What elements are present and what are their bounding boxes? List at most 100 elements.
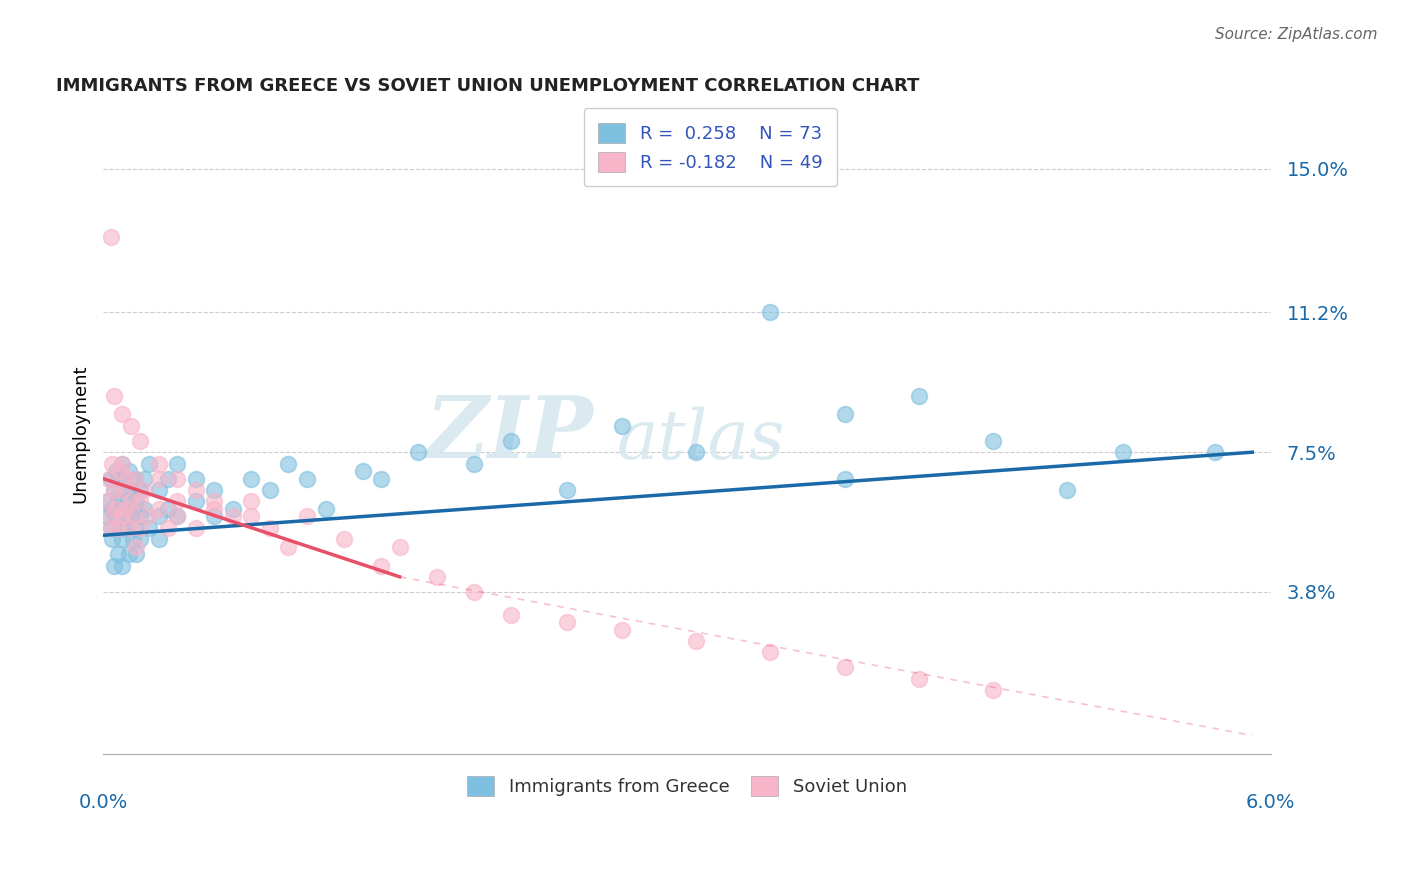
Point xyxy=(685,634,707,648)
Point xyxy=(1204,445,1226,459)
Point xyxy=(100,472,122,486)
Point xyxy=(202,501,225,516)
Point xyxy=(685,445,707,459)
Text: 0.0%: 0.0% xyxy=(79,793,128,812)
Point xyxy=(834,472,856,486)
Point xyxy=(463,457,485,471)
Point xyxy=(129,532,152,546)
Point xyxy=(97,472,120,486)
Point xyxy=(148,509,170,524)
Point xyxy=(105,509,128,524)
Point xyxy=(202,509,225,524)
Point xyxy=(115,521,138,535)
Point xyxy=(105,501,128,516)
Point xyxy=(295,472,318,486)
Point xyxy=(111,483,134,497)
Y-axis label: Unemployment: Unemployment xyxy=(72,364,89,502)
Point xyxy=(834,660,856,674)
Point xyxy=(101,532,124,546)
Point xyxy=(107,521,129,535)
Point xyxy=(981,683,1004,698)
Point xyxy=(111,501,134,516)
Point xyxy=(202,494,225,508)
Point xyxy=(111,457,134,471)
Point xyxy=(240,509,263,524)
Point xyxy=(759,645,782,659)
Point xyxy=(100,230,122,244)
Point xyxy=(125,547,148,561)
Point xyxy=(107,494,129,508)
Point xyxy=(148,501,170,516)
Point xyxy=(129,494,152,508)
Point xyxy=(108,472,131,486)
Point xyxy=(259,521,281,535)
Point xyxy=(184,494,207,508)
Point xyxy=(148,472,170,486)
Point xyxy=(610,418,633,433)
Point xyxy=(148,457,170,471)
Point xyxy=(240,472,263,486)
Point xyxy=(834,408,856,422)
Point xyxy=(184,521,207,535)
Point xyxy=(118,464,141,478)
Point xyxy=(388,540,411,554)
Text: atlas: atlas xyxy=(617,406,786,473)
Text: 6.0%: 6.0% xyxy=(1246,793,1295,812)
Point xyxy=(118,547,141,561)
Text: ZIP: ZIP xyxy=(426,392,593,475)
Point xyxy=(277,457,299,471)
Point xyxy=(108,521,131,535)
Point xyxy=(132,501,155,516)
Point xyxy=(96,494,118,508)
Point xyxy=(370,558,392,573)
Point xyxy=(184,483,207,497)
Point xyxy=(100,521,122,535)
Point xyxy=(166,457,188,471)
Point xyxy=(108,464,131,478)
Point xyxy=(463,585,485,599)
Point xyxy=(333,532,356,546)
Point xyxy=(759,305,782,319)
Point xyxy=(105,464,128,478)
Point xyxy=(103,483,125,497)
Point xyxy=(129,509,152,524)
Point xyxy=(132,472,155,486)
Point xyxy=(114,509,136,524)
Point xyxy=(97,494,120,508)
Point xyxy=(124,472,146,486)
Point xyxy=(406,445,429,459)
Text: Source: ZipAtlas.com: Source: ZipAtlas.com xyxy=(1215,27,1378,42)
Point xyxy=(129,521,152,535)
Point xyxy=(295,509,318,524)
Point xyxy=(115,472,138,486)
Point xyxy=(981,434,1004,448)
Point xyxy=(121,509,143,524)
Legend: Immigrants from Greece, Soviet Union: Immigrants from Greece, Soviet Union xyxy=(460,769,914,803)
Point xyxy=(166,472,188,486)
Point xyxy=(120,483,142,497)
Point xyxy=(184,472,207,486)
Point xyxy=(907,388,929,402)
Point xyxy=(156,472,179,486)
Point xyxy=(103,558,125,573)
Point xyxy=(103,483,125,497)
Point xyxy=(101,457,124,471)
Point xyxy=(114,472,136,486)
Point xyxy=(111,509,134,524)
Point xyxy=(156,501,179,516)
Point xyxy=(555,615,578,629)
Point xyxy=(499,434,522,448)
Point xyxy=(100,521,122,535)
Point xyxy=(101,509,124,524)
Point xyxy=(166,509,188,524)
Point xyxy=(202,483,225,497)
Point xyxy=(148,532,170,546)
Point xyxy=(124,521,146,535)
Point xyxy=(426,570,449,584)
Point xyxy=(555,483,578,497)
Point xyxy=(111,532,134,546)
Point xyxy=(111,408,134,422)
Point xyxy=(148,483,170,497)
Point xyxy=(138,509,160,524)
Point xyxy=(315,501,337,516)
